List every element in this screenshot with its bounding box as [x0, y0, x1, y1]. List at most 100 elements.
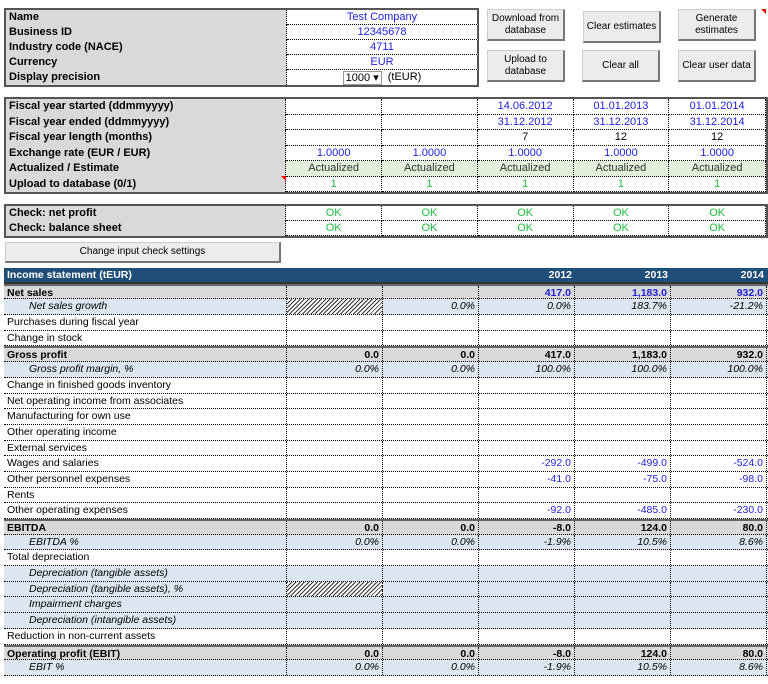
clear-user-data-button[interactable]: Clear user data [678, 50, 756, 82]
fiscal-cell[interactable]: 1.0000 [477, 145, 574, 161]
value-cell[interactable] [575, 581, 671, 597]
value-cell[interactable] [287, 628, 383, 644]
value-cell[interactable]: 0.0 [383, 521, 479, 534]
value-cell[interactable]: 0.0% [383, 362, 479, 377]
value-cell[interactable] [479, 330, 575, 346]
value-cell[interactable] [479, 597, 575, 613]
value-cell[interactable] [479, 628, 575, 644]
fiscal-cell[interactable]: Actualized [669, 161, 767, 177]
upload-to-database-button[interactable]: Upload to database [487, 50, 565, 82]
value-cell[interactable] [671, 409, 767, 424]
value-cell[interactable] [575, 628, 671, 644]
value-cell[interactable] [575, 409, 671, 424]
value-cell[interactable] [671, 550, 767, 566]
value-cell[interactable] [287, 330, 383, 346]
value-cell[interactable]: -524.0 [671, 456, 767, 471]
value-cell[interactable] [383, 285, 479, 299]
value-cell[interactable] [575, 377, 671, 393]
value-cell[interactable] [575, 393, 671, 409]
value-cell[interactable]: 183.7% [575, 299, 671, 315]
value-cell[interactable]: 932.0 [671, 285, 767, 299]
value-cell[interactable]: 0.0% [383, 660, 479, 675]
value-cell[interactable] [287, 315, 383, 330]
value-cell[interactable] [671, 487, 767, 503]
fiscal-cell[interactable] [382, 130, 478, 146]
value-cell[interactable]: 8.6% [671, 534, 767, 550]
clear-all-button[interactable]: Clear all [582, 50, 660, 82]
fiscal-cell[interactable]: 1.0000 [669, 145, 767, 161]
value-cell[interactable] [383, 393, 479, 409]
value-cell[interactable]: 0.0% [287, 362, 383, 377]
value-cell[interactable] [575, 440, 671, 456]
value-cell[interactable] [383, 566, 479, 581]
value-cell[interactable] [383, 456, 479, 471]
field-value-display-precision[interactable]: 1000 ▾ (tEUR) [287, 70, 479, 85]
value-cell[interactable] [479, 315, 575, 330]
fiscal-cell[interactable]: 1 [477, 176, 574, 192]
fiscal-cell[interactable]: 31.12.2012 [477, 114, 574, 130]
fiscal-cell[interactable]: Actualized [573, 161, 670, 177]
fiscal-cell[interactable]: 1 [382, 176, 478, 192]
fiscal-cell[interactable]: 12 [669, 130, 767, 146]
value-cell[interactable]: -8.0 [479, 521, 575, 534]
fiscal-cell[interactable] [382, 114, 478, 130]
value-cell[interactable] [383, 613, 479, 628]
value-cell[interactable] [383, 550, 479, 566]
value-cell[interactable]: 0.0% [383, 299, 479, 315]
value-cell[interactable] [287, 613, 383, 628]
value-cell[interactable] [287, 471, 383, 487]
fiscal-cell[interactable]: 31.12.2013 [573, 114, 670, 130]
value-cell[interactable] [383, 503, 479, 518]
fiscal-cell[interactable] [382, 99, 478, 115]
value-cell[interactable]: 1,183.0 [575, 285, 671, 299]
value-cell[interactable] [671, 393, 767, 409]
value-cell[interactable] [287, 566, 383, 581]
fiscal-cell[interactable]: 31.12.2014 [669, 114, 767, 130]
value-cell[interactable] [287, 393, 383, 409]
fiscal-cell[interactable]: Actualized [382, 161, 478, 177]
value-cell[interactable]: 932.0 [671, 348, 767, 361]
value-cell[interactable] [287, 597, 383, 613]
fiscal-cell[interactable] [286, 130, 383, 146]
value-cell[interactable] [671, 628, 767, 644]
change-input-check-settings-button[interactable]: Change input check settings [5, 242, 281, 263]
clear-estimates-button[interactable]: Clear estimates [583, 11, 661, 43]
value-cell[interactable] [287, 299, 383, 315]
field-value-industry-code-nace-[interactable]: 4711 [287, 40, 479, 55]
value-cell[interactable]: 0.0% [287, 534, 383, 550]
value-cell[interactable] [575, 597, 671, 613]
value-cell[interactable]: -98.0 [671, 471, 767, 487]
value-cell[interactable] [479, 424, 575, 440]
fiscal-cell[interactable]: Actualized [286, 161, 383, 177]
value-cell[interactable]: -21.2% [671, 299, 767, 315]
value-cell[interactable] [383, 315, 479, 330]
fiscal-cell[interactable]: Actualized [477, 161, 574, 177]
value-cell[interactable] [383, 597, 479, 613]
value-cell[interactable]: 10.5% [575, 534, 671, 550]
value-cell[interactable]: 0.0% [287, 660, 383, 675]
value-cell[interactable]: -1.9% [479, 660, 575, 675]
value-cell[interactable] [287, 377, 383, 393]
value-cell[interactable] [479, 550, 575, 566]
value-cell[interactable] [575, 566, 671, 581]
value-cell[interactable] [671, 424, 767, 440]
value-cell[interactable]: 100.0% [575, 362, 671, 377]
fiscal-cell[interactable]: 1.0000 [573, 145, 670, 161]
value-cell[interactable] [287, 424, 383, 440]
field-value-currency[interactable]: EUR [287, 55, 479, 70]
fiscal-cell[interactable]: 01.01.2014 [669, 99, 767, 115]
fiscal-cell[interactable]: 1 [669, 176, 767, 192]
value-cell[interactable] [671, 597, 767, 613]
fiscal-cell[interactable]: 12 [573, 130, 670, 146]
value-cell[interactable]: 0.0% [479, 299, 575, 315]
value-cell[interactable]: 8.6% [671, 660, 767, 675]
value-cell[interactable] [479, 613, 575, 628]
value-cell[interactable]: 100.0% [479, 362, 575, 377]
value-cell[interactable] [671, 613, 767, 628]
value-cell[interactable] [575, 424, 671, 440]
value-cell[interactable]: 100.0% [671, 362, 767, 377]
precision-select[interactable]: 1000 ▾ [342, 71, 382, 85]
value-cell[interactable]: -75.0 [575, 471, 671, 487]
value-cell[interactable]: 1,183.0 [575, 348, 671, 361]
fiscal-cell[interactable] [286, 99, 383, 115]
